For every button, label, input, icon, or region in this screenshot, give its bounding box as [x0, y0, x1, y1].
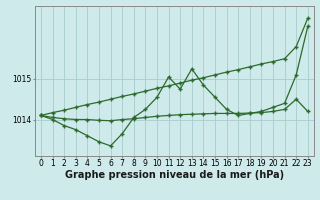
X-axis label: Graphe pression niveau de la mer (hPa): Graphe pression niveau de la mer (hPa) [65, 170, 284, 180]
